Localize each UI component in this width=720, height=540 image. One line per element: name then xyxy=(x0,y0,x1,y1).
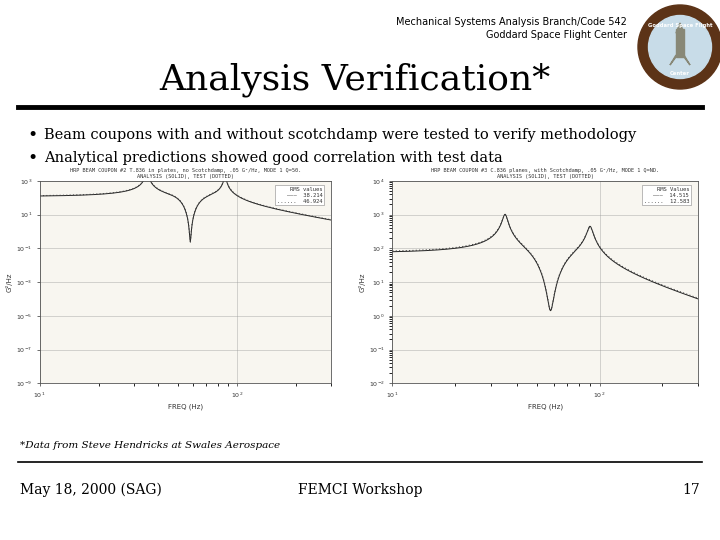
Text: •: • xyxy=(27,149,37,167)
Text: RMS Values
———  14.515
......  12.583: RMS Values ——— 14.515 ...... 12.583 xyxy=(644,187,689,204)
Text: FEMCI Workshop: FEMCI Workshop xyxy=(298,483,422,497)
Text: Beam coupons with and without scotchdamp were tested to verify methodology: Beam coupons with and without scotchdamp… xyxy=(44,128,636,142)
X-axis label: FREQ (Hz): FREQ (Hz) xyxy=(528,403,563,410)
Circle shape xyxy=(638,5,720,89)
Text: Goddard Space Flight: Goddard Space Flight xyxy=(648,23,712,28)
Text: May 18, 2000 (SAG): May 18, 2000 (SAG) xyxy=(20,483,162,497)
Text: Center: Center xyxy=(670,71,690,76)
Y-axis label: G²/Hz: G²/Hz xyxy=(359,272,366,292)
Polygon shape xyxy=(684,55,690,65)
Polygon shape xyxy=(676,23,684,33)
X-axis label: FREQ (Hz): FREQ (Hz) xyxy=(168,403,203,410)
Text: Analysis Verification*: Analysis Verification* xyxy=(159,63,551,97)
Text: •: • xyxy=(27,126,37,144)
Y-axis label: G²/Hz: G²/Hz xyxy=(6,272,13,292)
Title: HRP BEAM COUPON #3 C.836 planes, with Scotchdamp, .05 G²/Hz, MODE 1 Q=ND.
ANALYS: HRP BEAM COUPON #3 C.836 planes, with Sc… xyxy=(431,168,660,179)
Polygon shape xyxy=(670,55,676,65)
Text: *Data from Steve Hendricks at Swales Aerospace: *Data from Steve Hendricks at Swales Aer… xyxy=(20,442,280,450)
Text: RMS values
———  38.214
......  46.924: RMS values ——— 38.214 ...... 46.924 xyxy=(277,187,323,204)
Text: Mechanical Systems Analysis Branch/Code 542: Mechanical Systems Analysis Branch/Code … xyxy=(396,17,627,27)
Bar xyxy=(676,29,684,57)
Text: 17: 17 xyxy=(683,483,700,497)
Title: HRP BEAM COUPON #2 T.836 in plates, no Scotchdamp, .05 G²/Hz, MODE 1 Q=50.
ANALY: HRP BEAM COUPON #2 T.836 in plates, no S… xyxy=(70,168,301,179)
Text: Analytical predictions showed good correlation with test data: Analytical predictions showed good corre… xyxy=(44,151,503,165)
Text: Goddard Space Flight Center: Goddard Space Flight Center xyxy=(486,30,627,40)
Circle shape xyxy=(649,16,711,78)
